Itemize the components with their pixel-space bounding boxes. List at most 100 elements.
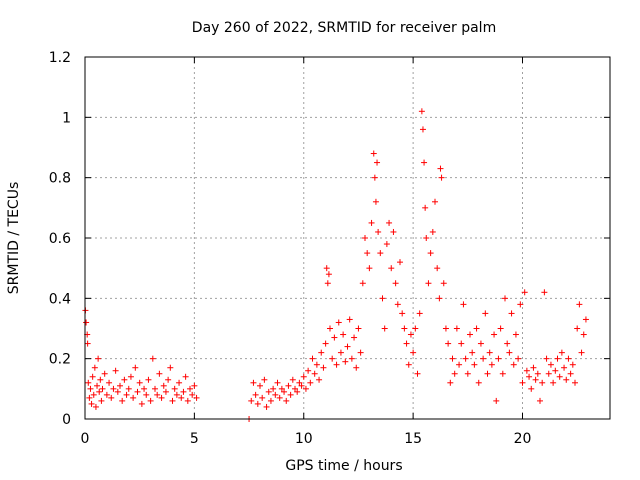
data-point [145, 376, 152, 383]
data-point [475, 379, 482, 386]
data-point [438, 174, 445, 181]
data-point [397, 259, 403, 266]
data-point [493, 397, 500, 404]
data-point [469, 349, 476, 356]
data-point [132, 364, 139, 371]
y-tick-label: 0.8 [49, 171, 71, 187]
data-point [272, 391, 279, 398]
data-point [482, 310, 489, 317]
data-point [263, 403, 270, 410]
data-point [261, 376, 268, 383]
data-point [92, 403, 99, 410]
data-point [375, 228, 382, 235]
data-points [82, 108, 589, 422]
data-point [394, 301, 401, 308]
data-point [379, 295, 386, 302]
data-point [473, 325, 480, 332]
data-point [149, 355, 156, 362]
data-point [528, 385, 535, 392]
data-point [99, 385, 106, 392]
data-point [342, 358, 349, 365]
data-point [276, 394, 283, 401]
data-point [274, 379, 281, 386]
data-point [171, 385, 178, 392]
data-point [480, 355, 487, 362]
data-point [309, 355, 316, 362]
data-point [83, 319, 90, 326]
data-point [543, 355, 550, 362]
data-point [252, 391, 259, 398]
data-point [86, 394, 93, 401]
data-point [136, 379, 143, 386]
data-point [300, 373, 307, 380]
data-point [437, 165, 444, 172]
data-point [486, 349, 493, 356]
data-point [462, 355, 469, 362]
data-point [318, 349, 325, 356]
data-point [357, 349, 364, 356]
data-point [381, 325, 388, 332]
data-point [521, 289, 528, 296]
data-point [364, 250, 371, 257]
data-point [123, 391, 130, 398]
data-point [323, 265, 330, 272]
data-point [572, 379, 578, 386]
data-point [539, 379, 546, 386]
data-point [453, 325, 460, 332]
data-point [130, 394, 137, 401]
data-point [97, 376, 104, 383]
data-point [337, 349, 344, 356]
data-point [307, 379, 314, 386]
data-point [138, 400, 145, 407]
data-point [517, 301, 524, 308]
data-point [512, 331, 519, 338]
data-point [390, 228, 397, 235]
data-point [281, 388, 288, 395]
data-point [329, 355, 336, 362]
data-point [464, 370, 471, 377]
data-point [362, 235, 368, 241]
data-point [502, 295, 508, 302]
data-point [316, 376, 323, 383]
data-point [565, 355, 572, 362]
data-point [156, 370, 163, 377]
data-point [374, 159, 381, 166]
data-point [348, 355, 355, 362]
data-point [178, 394, 185, 401]
data-point [432, 198, 438, 205]
data-point [554, 355, 561, 362]
data-point [410, 349, 417, 356]
data-point [563, 376, 570, 383]
data-point [84, 340, 91, 347]
data-point [270, 385, 277, 392]
x-tick-label: 15 [404, 431, 422, 447]
y-axis-title: SRMTID / TECUs [6, 182, 22, 295]
data-point [265, 388, 272, 395]
data-point [327, 325, 333, 332]
data-point [127, 373, 134, 380]
data-point [368, 219, 375, 226]
data-point [456, 361, 463, 368]
data-point [445, 340, 452, 347]
data-point [377, 250, 384, 257]
data-point [162, 388, 169, 395]
data-point [497, 325, 504, 332]
data-point [388, 265, 395, 272]
data-point [254, 400, 261, 407]
data-point [257, 382, 263, 389]
plot-frame [84, 56, 611, 420]
data-point [414, 370, 421, 377]
data-point [484, 370, 491, 377]
data-point [495, 355, 502, 362]
data-point [331, 334, 338, 341]
data-point [526, 373, 533, 380]
data-point [112, 367, 119, 374]
data-point [425, 280, 432, 287]
y-tick-label: 1 [62, 110, 71, 126]
data-point [488, 361, 495, 368]
data-point [429, 228, 436, 235]
data-point [418, 108, 425, 115]
data-point [160, 382, 167, 389]
data-point [134, 388, 141, 395]
